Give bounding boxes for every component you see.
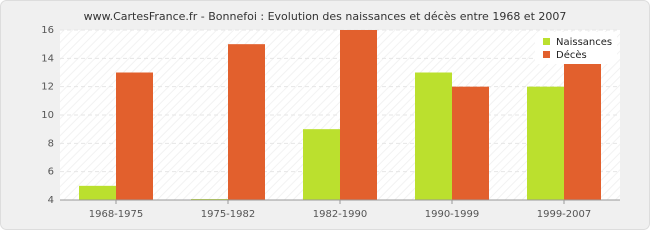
bar [527, 86, 564, 200]
chart-title: www.CartesFrance.fr - Bonnefoi : Evoluti… [84, 10, 567, 23]
x-tick-label: 1968-1975 [89, 209, 144, 220]
bar [340, 30, 377, 200]
y-tick-label: 12 [41, 82, 54, 93]
y-tick-label: 8 [48, 138, 54, 149]
legend-box [535, 32, 617, 64]
bar [79, 185, 116, 200]
x-tick-label: 1990-1999 [425, 209, 480, 220]
y-tick-label: 16 [41, 25, 54, 36]
bar [228, 44, 265, 200]
legend-swatch [543, 38, 550, 45]
bar [415, 72, 452, 200]
bar [116, 72, 153, 200]
y-tick-label: 4 [48, 195, 54, 206]
legend-label: Décès [556, 49, 587, 61]
chart: www.CartesFrance.fr - Bonnefoi : Evoluti… [0, 0, 650, 230]
legend-label: Naissances [556, 37, 612, 48]
bar [303, 129, 340, 200]
y-tick-label: 14 [41, 53, 54, 64]
x-tick-label: 1999-2007 [537, 209, 592, 220]
bar [452, 86, 489, 200]
y-tick-label: 10 [41, 110, 54, 121]
y-tick-label: 6 [48, 167, 54, 178]
legend-swatch [543, 51, 550, 58]
bar [564, 58, 601, 201]
x-tick-label: 1982-1990 [313, 209, 368, 220]
x-tick-label: 1975-1982 [201, 209, 256, 220]
